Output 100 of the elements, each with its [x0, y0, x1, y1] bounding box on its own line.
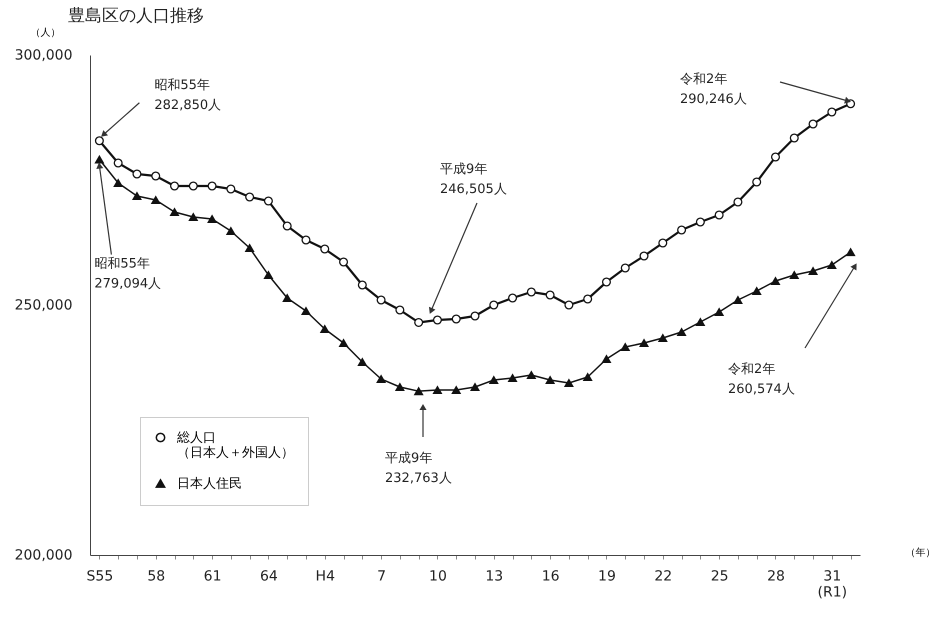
point [770, 152, 780, 162]
point [677, 328, 686, 336]
point [733, 197, 742, 207]
point [583, 372, 592, 382]
point [376, 295, 386, 305]
point [452, 386, 461, 394]
point [432, 386, 442, 394]
point [808, 266, 818, 276]
y-tick-label: 300,000 [14, 48, 72, 64]
point [808, 119, 818, 129]
point [714, 308, 724, 316]
point [376, 374, 386, 384]
point [602, 354, 611, 364]
point [564, 300, 574, 310]
x-tick-label: 10 [429, 568, 447, 584]
point [301, 306, 310, 316]
point [432, 315, 442, 325]
point [358, 280, 367, 290]
point [264, 270, 273, 280]
y-tick-label: 250,000 [14, 298, 72, 314]
point [790, 270, 799, 280]
point [301, 235, 310, 245]
point [395, 305, 404, 315]
point [752, 177, 762, 187]
x-tick-label: 64 [260, 568, 278, 584]
point [208, 181, 217, 191]
point [170, 208, 180, 216]
point [489, 300, 498, 310]
point [282, 221, 292, 231]
point [114, 178, 123, 188]
x-tick-label: S55 [86, 568, 114, 584]
point [640, 338, 649, 348]
point [170, 181, 180, 191]
point [132, 192, 142, 200]
x-tick-label: 61 [204, 568, 222, 584]
point [602, 277, 611, 287]
point [264, 196, 273, 206]
point [358, 358, 367, 366]
point [414, 318, 424, 327]
legend-label: 日本人住民 [177, 476, 242, 492]
point [320, 324, 330, 334]
point [489, 376, 498, 384]
x-tick-label: 31 (R1) [818, 568, 848, 600]
point [583, 294, 592, 304]
point [658, 238, 668, 248]
x-tick-label: 58 [147, 568, 166, 584]
annotation: 昭和55年 282,850人 [154, 78, 222, 113]
point [564, 378, 574, 388]
point [452, 314, 461, 324]
point [114, 158, 123, 168]
point [640, 251, 649, 261]
point [508, 374, 518, 382]
point [245, 192, 254, 202]
point [151, 196, 160, 204]
point [658, 334, 668, 342]
point [526, 370, 536, 380]
point [620, 263, 630, 273]
x-tick-label: 13 [485, 568, 504, 584]
point [790, 133, 799, 143]
point [470, 382, 480, 392]
point [226, 226, 236, 236]
x-tick-label: 19 [598, 568, 616, 584]
x-tick-label: 22 [654, 568, 672, 584]
point [827, 260, 836, 270]
point [620, 342, 630, 352]
point [546, 290, 555, 300]
point [752, 286, 762, 296]
point [94, 156, 104, 164]
point [339, 338, 348, 348]
annotation: 平成9年 246,505人 [440, 162, 507, 197]
annotation: 令和2年 290,246人 [680, 72, 747, 107]
point [132, 169, 142, 179]
x-tick-label: H4 [316, 568, 336, 584]
point [94, 136, 104, 146]
point [827, 107, 836, 117]
point [846, 248, 856, 256]
annotation: 平成9年 232,763人 [385, 451, 452, 486]
point [470, 311, 480, 321]
point [226, 184, 236, 194]
point [339, 257, 348, 267]
annotation: 令和2年 260,574人 [728, 362, 795, 397]
point [395, 382, 404, 392]
point [188, 212, 198, 222]
point [414, 387, 424, 396]
y-tick-label: 200,000 [14, 548, 72, 564]
point [546, 376, 555, 384]
point [526, 287, 536, 297]
point [508, 293, 518, 303]
x-tick-label: 16 [542, 568, 560, 584]
point [770, 276, 780, 286]
point [151, 171, 160, 181]
x-tick-label: 7 [377, 568, 386, 584]
x-tick-label: 28 [767, 568, 785, 584]
point [320, 244, 330, 254]
point [208, 214, 217, 224]
point [714, 210, 724, 220]
point [245, 244, 254, 252]
chart-title: 豊島区の人口推移 [68, 6, 204, 26]
point [733, 296, 742, 304]
y-axis-title: （人） [30, 28, 60, 38]
